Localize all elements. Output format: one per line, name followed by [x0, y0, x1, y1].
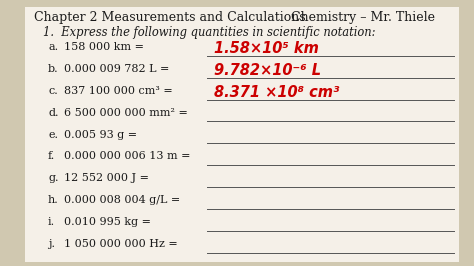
Text: 9.782×10⁻⁶ L: 9.782×10⁻⁶ L [214, 63, 321, 78]
Text: 0.000 008 004 g/L =: 0.000 008 004 g/L = [64, 195, 181, 205]
Text: 6 500 000 000 mm² =: 6 500 000 000 mm² = [64, 108, 188, 118]
Text: 158 000 km =: 158 000 km = [64, 42, 145, 52]
Text: c.: c. [48, 86, 58, 96]
Text: j.: j. [48, 239, 55, 249]
Text: i.: i. [48, 217, 55, 227]
Text: 0.005 93 g =: 0.005 93 g = [64, 130, 137, 140]
Text: d.: d. [48, 108, 59, 118]
Text: h.: h. [48, 195, 59, 205]
Text: Chemistry – Mr. Thiele: Chemistry – Mr. Thiele [291, 11, 435, 24]
Text: 1.58×10⁵ km: 1.58×10⁵ km [214, 41, 319, 56]
Text: b.: b. [48, 64, 59, 74]
Text: 8.371 ×10⁸ cm³: 8.371 ×10⁸ cm³ [214, 85, 339, 99]
Text: Chapter 2 Measurements and Calculations: Chapter 2 Measurements and Calculations [34, 11, 306, 24]
Text: a.: a. [48, 42, 58, 52]
Text: 1.  Express the following quantities in scientific notation:: 1. Express the following quantities in s… [44, 26, 376, 39]
Text: 12 552 000 J =: 12 552 000 J = [64, 173, 149, 183]
Text: 837 100 000 cm³ =: 837 100 000 cm³ = [64, 86, 173, 96]
Text: 1 050 000 000 Hz =: 1 050 000 000 Hz = [64, 239, 178, 249]
Text: 0.000 009 782 L =: 0.000 009 782 L = [64, 64, 170, 74]
Text: 0.010 995 kg =: 0.010 995 kg = [64, 217, 151, 227]
FancyBboxPatch shape [25, 7, 459, 262]
Text: 0.000 000 006 13 m =: 0.000 000 006 13 m = [64, 151, 191, 161]
Text: g.: g. [48, 173, 59, 183]
Text: e.: e. [48, 130, 58, 140]
Text: f.: f. [48, 151, 55, 161]
